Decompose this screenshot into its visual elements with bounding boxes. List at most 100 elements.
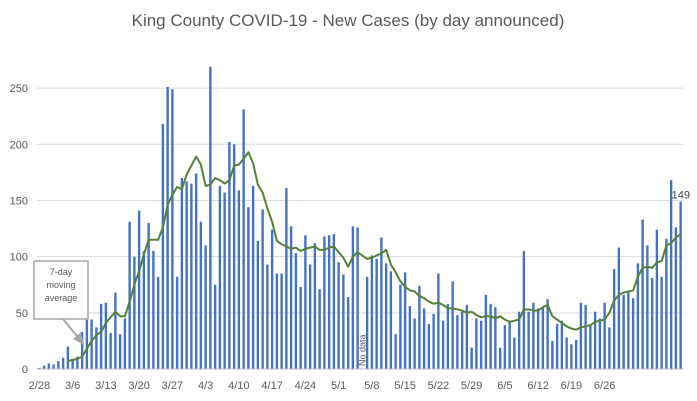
x-tick-label-9: 5/1 — [331, 380, 346, 392]
bar-91 — [470, 347, 473, 369]
bar-44 — [247, 207, 250, 369]
bar-19 — [128, 221, 131, 369]
bar-45 — [251, 185, 255, 369]
bar-27 — [166, 86, 169, 369]
bar-48 — [266, 264, 269, 369]
bar-104 — [532, 302, 535, 369]
bar-75 — [394, 334, 397, 369]
chart-title: King County COVID-19 - New Cases (by day… — [132, 11, 565, 30]
callout-line-3: average — [45, 293, 78, 303]
bar-99 — [508, 321, 511, 369]
bar-18 — [123, 318, 127, 369]
callout-box — [33, 260, 89, 320]
x-tick-label-14: 6/5 — [497, 380, 512, 392]
bar-34 — [199, 221, 203, 369]
bar-118 — [598, 318, 602, 369]
bar-125 — [631, 298, 635, 369]
callout-line-1: 7-day — [50, 267, 73, 277]
bar-100 — [513, 337, 516, 369]
bar-98 — [503, 325, 507, 369]
x-tick-label-0: 2/28 — [29, 380, 50, 392]
bar-112 — [570, 344, 573, 369]
x-tick-label-2: 3/13 — [95, 380, 116, 392]
bar-31 — [185, 181, 188, 369]
bar-126 — [636, 263, 640, 369]
bar-38 — [218, 185, 222, 369]
bar-74 — [389, 271, 393, 369]
bar-9 — [80, 331, 84, 369]
bar-25 — [156, 276, 160, 369]
bar-116 — [589, 325, 592, 369]
bar-62 — [332, 234, 336, 369]
last-value-label: 149 — [672, 190, 690, 202]
bar-92 — [475, 318, 478, 369]
moving-average-callout: 7-day moving average — [33, 260, 89, 345]
moving-average-line — [67, 151, 682, 363]
y-tick-label-50: 50 — [16, 308, 28, 320]
bar-67 — [356, 227, 359, 369]
bar-61 — [327, 235, 331, 369]
bar-83 — [432, 313, 435, 369]
bar-12 — [95, 327, 98, 369]
bar-117 — [593, 311, 597, 369]
bar-119 — [603, 302, 606, 369]
bar-6 — [66, 346, 70, 369]
bar-77 — [403, 272, 407, 369]
bar-56 — [304, 235, 307, 369]
bar-86 — [446, 303, 450, 369]
bar-59 — [318, 289, 321, 369]
bar-94 — [484, 294, 488, 369]
bar-65 — [346, 297, 350, 369]
x-tick-label-5: 4/3 — [198, 380, 213, 392]
bar-120 — [608, 327, 611, 369]
bar-96 — [494, 307, 497, 369]
bar-108 — [551, 340, 554, 369]
bar-11 — [90, 319, 93, 369]
bar-28 — [171, 89, 174, 370]
bar-72 — [380, 237, 383, 369]
bar-103 — [527, 311, 530, 369]
bar-40 — [228, 142, 231, 369]
bar-122 — [617, 247, 621, 369]
bar-135 — [679, 201, 682, 369]
bar-132 — [665, 238, 668, 369]
bar-113 — [574, 339, 578, 369]
bar-73 — [384, 263, 388, 369]
bar-54 — [294, 253, 298, 369]
bar-43 — [242, 109, 245, 369]
bar-130 — [655, 229, 659, 369]
bar-3 — [52, 364, 55, 369]
x-tick-label-17: 6/26 — [594, 380, 615, 392]
bar-4 — [57, 361, 60, 369]
bar-20 — [133, 256, 136, 369]
bar-30 — [180, 177, 184, 369]
bar-64 — [342, 274, 345, 369]
bar-88 — [456, 315, 459, 369]
bar-63 — [337, 262, 340, 369]
x-tick-label-8: 4/24 — [295, 380, 316, 392]
bar-124 — [627, 292, 630, 369]
bar-2 — [47, 363, 51, 369]
bar-80 — [418, 285, 421, 369]
bar-85 — [441, 320, 445, 369]
bar-101 — [517, 311, 521, 369]
bar-128 — [646, 245, 649, 369]
bar-133 — [669, 180, 673, 369]
bar-114 — [579, 302, 583, 369]
bar-71 — [375, 258, 378, 369]
bar-58 — [313, 243, 317, 369]
bar-16 — [114, 292, 117, 369]
bar-32 — [190, 183, 193, 369]
bar-52 — [285, 188, 288, 369]
bar-107 — [546, 299, 549, 369]
bar-51 — [280, 273, 283, 369]
bar-7 — [71, 358, 74, 369]
bar-66 — [351, 226, 355, 369]
x-tick-label-1: 3/6 — [65, 380, 80, 392]
bar-47 — [261, 209, 264, 369]
bar-127 — [641, 219, 644, 369]
bar-87 — [451, 281, 454, 369]
bar-46 — [256, 240, 260, 369]
